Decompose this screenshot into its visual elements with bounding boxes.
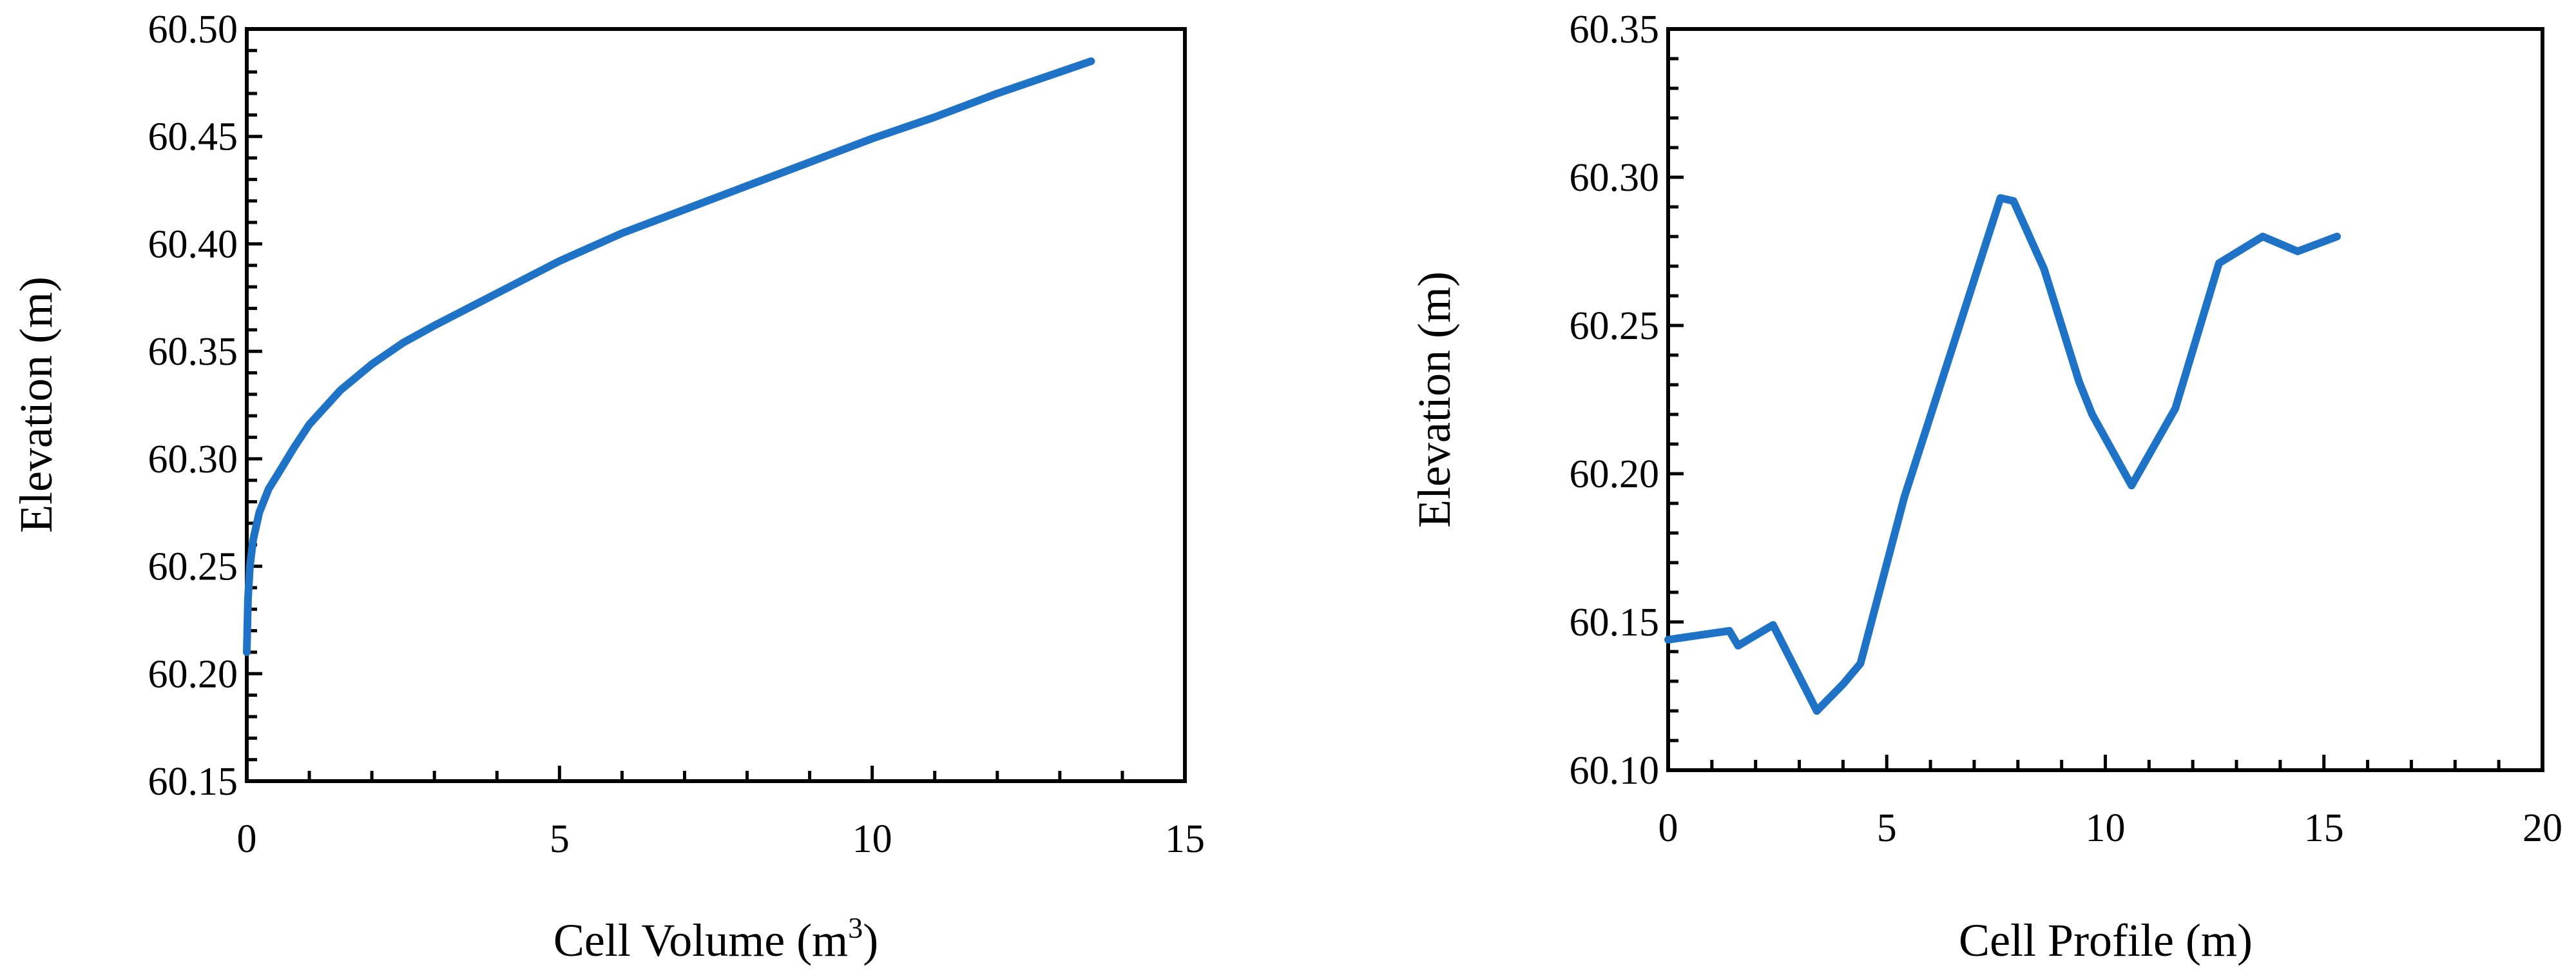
y-tick-labels: 60.50 60.45 60.40 60.35 60.30 60.25 60.20 60.15 <box>148 8 238 804</box>
x-tick-labels: 0 5 10 15 20 <box>1658 806 2563 850</box>
y-tick-label: 60.10 <box>1570 749 1660 793</box>
y-tick-label: 60.30 <box>1570 156 1660 200</box>
x-tick-label: 0 <box>1658 806 1678 850</box>
y-tick-label: 60.25 <box>148 545 238 589</box>
y-axis-title: Elevation (m) <box>1408 271 1460 528</box>
elevation-volume-line <box>243 57 1095 656</box>
x-tick-label: 15 <box>2304 806 2344 850</box>
x-tick-label: 0 <box>237 817 257 861</box>
elevation-volume-chart: 60.50 60.45 60.40 60.35 60.30 60.25 60.20 60.15… <box>10 8 1205 966</box>
x-tick-label: 5 <box>550 817 570 861</box>
x-axis-title: Cell Profile (m) <box>1959 915 2253 966</box>
y-tick-label: 60.35 <box>1570 8 1660 52</box>
y-tick-label: 60.40 <box>148 222 238 266</box>
x-tick-labels: 0 5 10 15 <box>237 817 1206 861</box>
y-tick-label: 60.30 <box>148 438 238 481</box>
y-tick-label: 60.45 <box>148 115 238 159</box>
x-axis-title: Cell Volume (m3) <box>553 911 878 966</box>
x-tick-label: 20 <box>2523 806 2562 850</box>
y-tick-label: 60.20 <box>1570 452 1660 496</box>
x-tick-label: 10 <box>2086 806 2126 850</box>
cell-profile-line <box>1664 194 2341 715</box>
x-axis-title-superscript: 3 <box>848 911 863 944</box>
y-tick-label: 60.50 <box>148 8 238 52</box>
tick-marks <box>245 27 1187 783</box>
y-axis-title: Elevation (m) <box>10 276 62 533</box>
y-tick-label: 60.15 <box>148 760 238 804</box>
x-tick-label: 15 <box>1165 817 1205 861</box>
x-tick-label: 10 <box>852 817 892 861</box>
y-tick-label: 60.15 <box>1570 601 1660 645</box>
plot-frame <box>245 27 1187 783</box>
y-tick-label: 60.35 <box>148 330 238 374</box>
y-tick-label: 60.25 <box>1570 304 1660 348</box>
y-tick-label: 60.20 <box>148 652 238 696</box>
tick-marks <box>1666 27 2544 772</box>
x-tick-label: 5 <box>1877 806 1897 850</box>
plot-frame <box>1666 27 2544 772</box>
y-tick-labels: 60.35 60.30 60.25 60.20 60.15 60.10 <box>1570 8 1660 793</box>
